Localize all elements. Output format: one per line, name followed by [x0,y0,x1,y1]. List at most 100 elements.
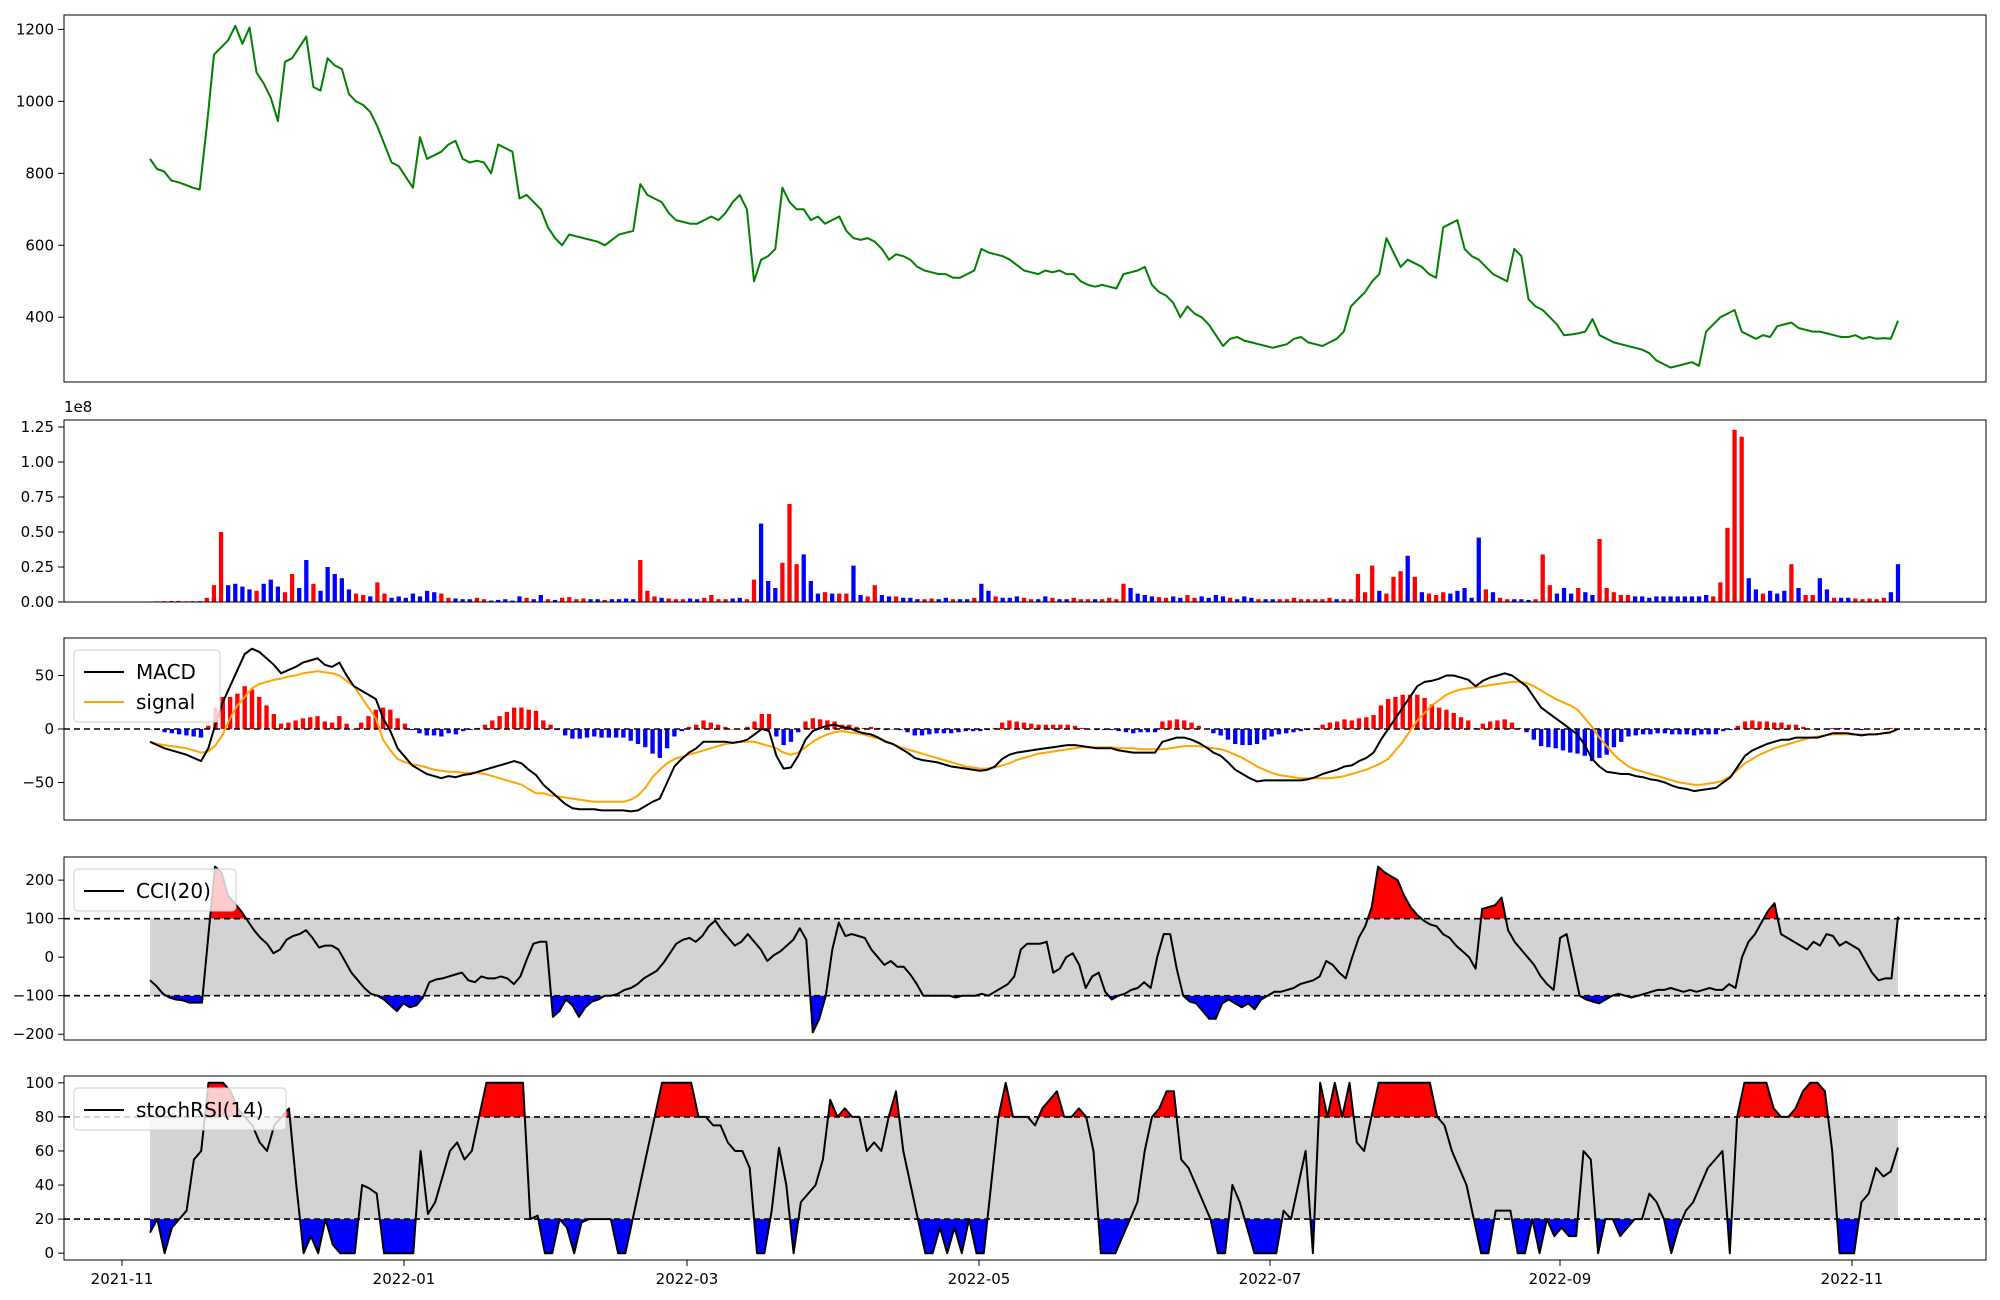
volume-bar [1583,592,1588,602]
volume-bar [1270,599,1275,602]
macd-histogram-bar [664,729,670,749]
volume-bar [631,599,636,602]
macd-histogram-bar [1538,729,1544,747]
y-tick-label: 60 [35,1142,54,1160]
macd-histogram-bar [257,696,262,729]
volume-bar [879,595,885,602]
macd-histogram-bar [1859,729,1864,731]
volume-bar [1313,599,1318,602]
volume-bar [1796,588,1801,602]
macd-histogram-bar [1123,729,1129,733]
macd-histogram-bar [497,716,502,729]
volume-bar [652,596,657,602]
volume-bar [403,597,408,602]
volume-bar [1163,597,1169,602]
macd-histogram-bar [672,729,677,737]
macd-histogram-bar [686,726,692,729]
volume-bar [453,598,458,602]
macd-histogram-bar [948,729,954,734]
macd-histogram-bar [927,729,932,735]
macd-histogram-bar [1699,729,1704,735]
macd-histogram-bar [941,729,947,734]
macd-histogram-bar [701,720,706,729]
volume-bar [1000,597,1005,602]
volume-bar [297,588,302,602]
volume-bar [517,596,522,602]
y-tick-label: −50 [22,774,54,792]
overbought-fill [1367,866,1422,919]
volume-bar [1064,599,1069,602]
y-tick-label: 100 [25,910,54,928]
volume-bar [815,593,821,602]
macd-histogram-bar [337,716,342,729]
oversold-fill [1244,1219,1283,1254]
volume-bar [1803,595,1808,602]
volume-bar [1640,596,1645,602]
volume-bar [1242,596,1247,602]
y-tick-label: 1200 [16,20,54,38]
volume-bar [1831,597,1837,602]
volume-bar [474,597,479,602]
macd-histogram-bar [679,729,684,732]
macd-histogram-bar [329,722,335,729]
macd-histogram-bar [1575,729,1580,754]
legend-box [73,868,237,912]
neutral-band [150,918,1898,996]
volume-bar [1682,596,1687,602]
axes-frame [63,1075,1987,1261]
macd-histogram-bar [1553,729,1558,749]
macd-histogram-bar [562,729,568,736]
volume-bar [794,564,799,602]
axes-frame [63,14,1987,383]
volume-bar [1618,595,1624,602]
macd-histogram-bar [1065,724,1070,729]
macd-histogram-bar [198,729,204,738]
volume-bar [1156,597,1162,602]
macd-histogram-bar [264,705,269,729]
volume-bar [1206,597,1211,602]
macd-histogram-bar [424,729,429,736]
macd-histogram-bar [635,729,641,744]
volume-bar [332,574,337,602]
volume-bar [659,597,664,602]
x-tick-label: 2022-05 [948,1270,1011,1288]
volume-bar [1895,564,1901,602]
macd-histogram-bar [1531,729,1537,740]
volume-bar [1611,592,1616,602]
date-x-axis: 2021-11 2022-01 2022-03 2022-05 2022-07 2022-… [91,1260,1883,1288]
macd-histogram-bar [1247,729,1252,746]
macd-histogram-bar [788,729,794,742]
oversold-fill [1595,1219,1642,1254]
overbought-fill [1737,1082,1828,1117]
volume-bar [1057,599,1062,602]
macd-histogram-bar [1808,729,1813,730]
volume-bar [1355,574,1361,602]
macd-histogram-bar [1436,707,1442,729]
macd-histogram-bar [817,719,823,729]
volume-bar [844,593,849,602]
macd-histogram-bar [890,729,896,730]
macd-histogram-bar [1116,729,1121,732]
macd-histogram-bar [1619,729,1624,742]
macd-histogram-bar [1356,718,1362,729]
volume-bar [446,597,451,602]
volume-bar [737,597,742,602]
overbought-fill [998,1082,1028,1117]
macd-histogram-bar [1138,729,1143,733]
y-tick-label: 1.25 [21,418,54,436]
macd-histogram-bar [1145,729,1151,733]
macd-histogram-bar [1750,720,1755,729]
volume-bar [666,598,671,602]
volume-bar [801,554,806,602]
y-tick-label: 100 [25,1074,54,1092]
volume-bar [1647,597,1652,602]
volume-bar [1512,599,1517,602]
y-tick-label: 0.50 [21,523,54,541]
macd-histogram-bar [1182,720,1187,729]
macd-histogram-bar [621,729,626,738]
macd-histogram-bar [1786,724,1791,729]
volume-bar [1284,599,1290,602]
volume-bar [1298,599,1304,602]
macd-histogram-bar [1670,729,1675,735]
volume-bar [730,598,735,602]
